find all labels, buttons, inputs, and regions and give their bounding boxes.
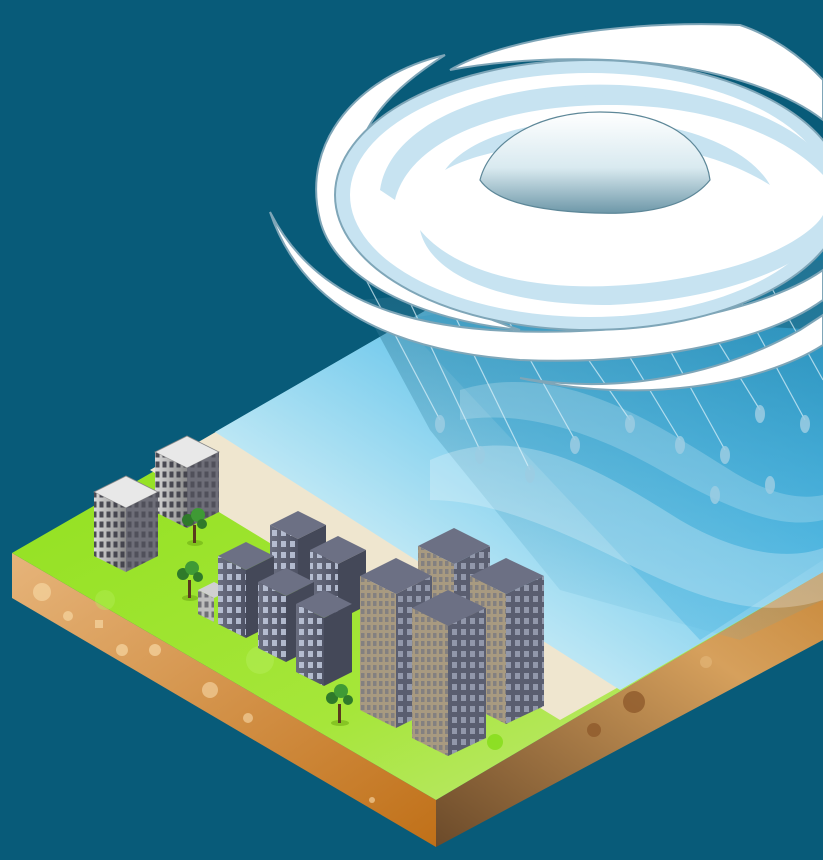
trees: [177, 508, 353, 726]
building: [296, 590, 352, 686]
tree: [326, 684, 353, 726]
city-buildings: [93, 435, 544, 756]
building: [93, 475, 159, 572]
building: [412, 590, 486, 756]
tree: [182, 508, 207, 546]
soil-layer: [12, 553, 823, 847]
hurricane-cloud: [269, 23, 823, 392]
tree: [177, 561, 203, 601]
